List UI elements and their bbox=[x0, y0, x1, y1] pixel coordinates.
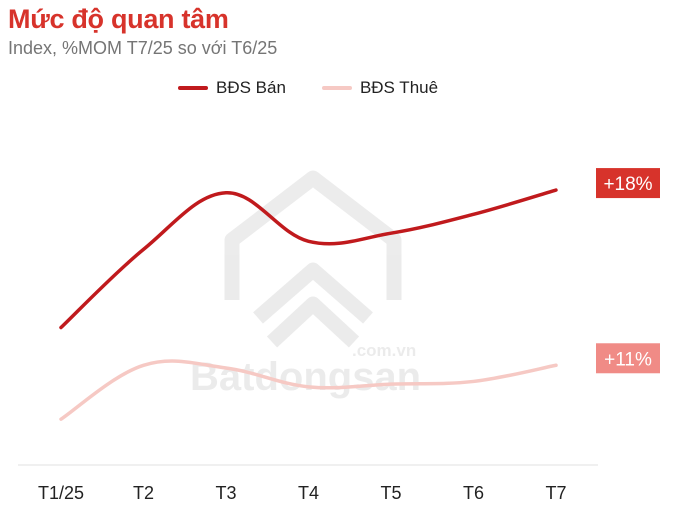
end-label-bg bbox=[596, 168, 660, 199]
series-line-thue bbox=[59, 359, 558, 421]
end-label-text: +18% bbox=[603, 174, 652, 195]
x-tick-label: T7 bbox=[545, 483, 566, 503]
x-tick-label: T2 bbox=[133, 483, 154, 503]
legend-item-thue: BĐS Thuê bbox=[321, 78, 439, 98]
watermark-house-icon bbox=[224, 170, 402, 348]
series-line-ban bbox=[59, 188, 558, 330]
x-tick-label: T1/25 bbox=[38, 483, 84, 503]
watermark-brand: Batdongsan bbox=[190, 355, 421, 399]
legend-swatch-ban bbox=[178, 86, 208, 90]
x-tick-label: T5 bbox=[380, 483, 401, 503]
end-label-bg bbox=[596, 343, 660, 374]
x-tick-label: T4 bbox=[298, 483, 319, 503]
chart-legend: BĐS Bán BĐS Thuê bbox=[178, 78, 474, 98]
legend-item-ban: BĐS Bán bbox=[178, 78, 286, 98]
legend-swatch-thue bbox=[321, 86, 352, 90]
x-tick-label: T3 bbox=[215, 483, 236, 503]
watermark-domain: .com.vn bbox=[352, 341, 416, 360]
chart-title: Mức độ quan tâm bbox=[8, 4, 229, 34]
end-label-ban: +18% bbox=[596, 168, 660, 199]
x-tick-label: T6 bbox=[463, 483, 484, 503]
legend-label-thue: BĐS Thuê bbox=[359, 78, 439, 97]
end-label-text: +11% bbox=[604, 349, 652, 370]
watermark-logo: .com.vn Batdongsan bbox=[190, 170, 421, 399]
chart-subtitle: Index, %MOM T7/25 so với T6/25 bbox=[8, 38, 278, 58]
end-label-thue: +11% bbox=[596, 343, 660, 374]
legend-label-ban: BĐS Bán bbox=[216, 78, 286, 97]
